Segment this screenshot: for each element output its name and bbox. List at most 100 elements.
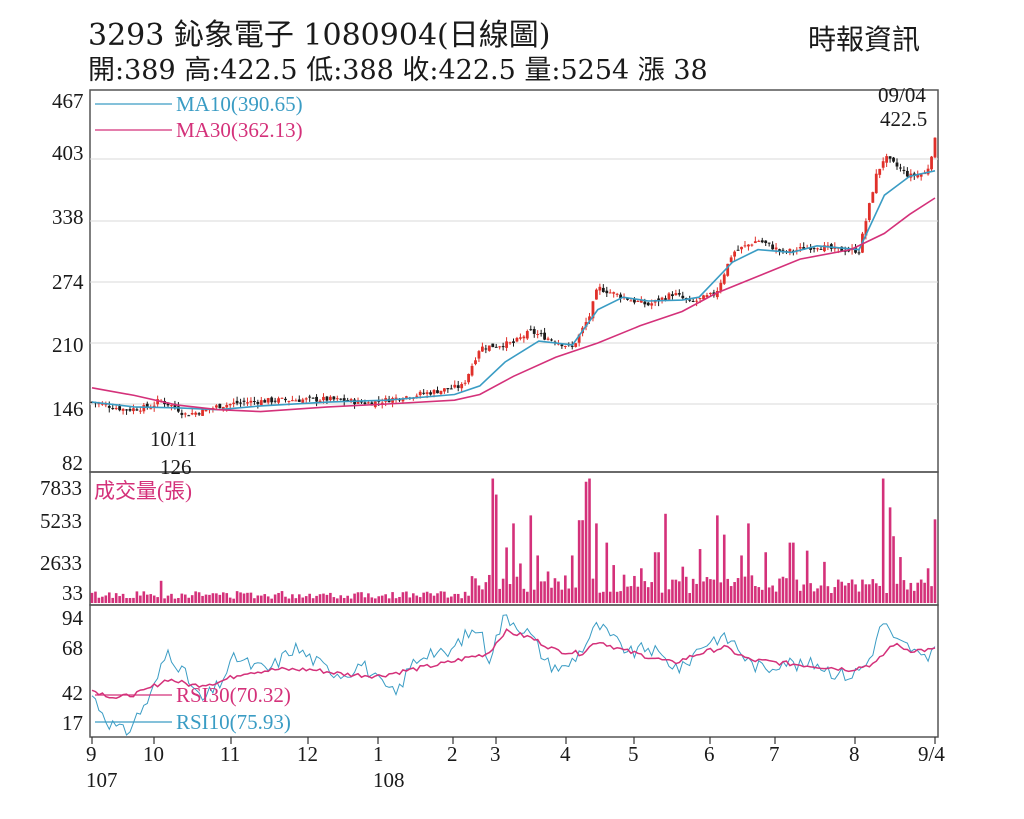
volume-bar [812,591,816,603]
candle-body [443,388,446,392]
volume-bar [757,587,761,603]
volume-bar [463,591,467,603]
candle-body [201,409,204,416]
candle-body [781,249,785,251]
candle-body [639,300,643,303]
candle-body [888,156,892,159]
volume-bar [747,523,750,603]
candle-body [778,249,781,251]
volume-bar [484,582,488,603]
candle-body [636,300,640,302]
volume-bar [470,576,474,603]
candle-body [439,390,443,395]
candle-body [401,399,405,402]
volume-panel-label: 成交量(張) [94,479,192,503]
candle-body [277,398,280,403]
candle-body [194,412,198,415]
volume-bar [633,575,636,603]
candle-body [864,221,868,236]
candle-body [342,398,346,402]
volume-bar [408,597,412,603]
candle-body [252,401,256,403]
volume-bar [311,598,315,603]
candle-body [619,294,623,299]
volume-bar [166,595,170,603]
candle-body [729,257,733,263]
x-tick-label: 2 [447,742,458,766]
candle-body [232,402,236,404]
candle-body [311,397,315,399]
volume-bar [152,595,156,603]
rsi-line-rsi30 [91,628,936,699]
volume-bar [750,575,754,603]
candle-body [747,244,750,247]
volume-bar [304,596,308,603]
candle-body [197,413,201,415]
candle-body [273,400,277,402]
volume-bar [170,593,173,603]
volume-bar [280,591,284,603]
candle-body [339,398,343,400]
x-tick-label: 8 [849,742,860,766]
volume-bar [415,595,419,603]
volume-bar [615,591,619,603]
volume-tick-label: 2633 [40,551,82,575]
volume-bar [325,594,329,603]
volume-bar [612,565,615,603]
volume-bar [194,591,197,603]
candle-body [570,345,574,347]
volume-bar [118,596,121,603]
candle-body [204,409,208,412]
volume-bar [391,592,394,603]
volume-bar [564,575,567,603]
candle-body [719,282,723,291]
price-tick-label: 338 [52,205,84,229]
candle-body [294,400,298,402]
volume-bar [446,597,450,603]
candle-body [757,240,761,242]
candle-body [722,274,726,284]
volume-bar [346,595,349,603]
volume-bar [774,591,778,603]
candle-body [429,392,432,395]
volume-bar [287,598,291,603]
candle-body [508,342,512,344]
volume-bar [173,598,177,603]
volume-bar [505,547,508,603]
volume-bar [432,595,436,603]
volume-bar [636,586,640,603]
candle-body [629,300,633,302]
low-price-annotation: 126 [160,455,192,479]
volume-bar [778,578,781,603]
volume-bar [398,596,401,603]
candle-body [446,388,450,390]
x-tick-label: 5 [628,742,639,766]
price-tick-label: 146 [52,397,84,421]
volume-bar [885,592,888,603]
volume-bar [688,593,692,603]
volume-bar [833,587,837,603]
x-tick-label: 10 [143,742,164,766]
candle-body [892,157,895,162]
volume-bar [249,592,253,603]
candle-body [788,248,792,252]
x-tick-label: 1 [373,742,384,766]
candle-body [546,338,550,340]
volume-bar [864,584,868,603]
volume-bar [349,598,353,603]
candle-body [916,174,920,178]
candle-body [228,403,232,406]
candle-body [280,397,284,399]
price-tick-label: 467 [52,89,84,113]
volume-bar [353,593,356,603]
volume-bar [380,595,384,603]
volume-bar [180,593,184,603]
volume-bar [387,598,391,603]
volume-bar [605,542,609,603]
candle-body [449,388,453,390]
volume-bar [733,582,736,603]
rsi-lines [91,614,936,736]
volume-bar [488,574,491,603]
volume-bar [215,593,218,603]
candle-body [284,398,287,401]
